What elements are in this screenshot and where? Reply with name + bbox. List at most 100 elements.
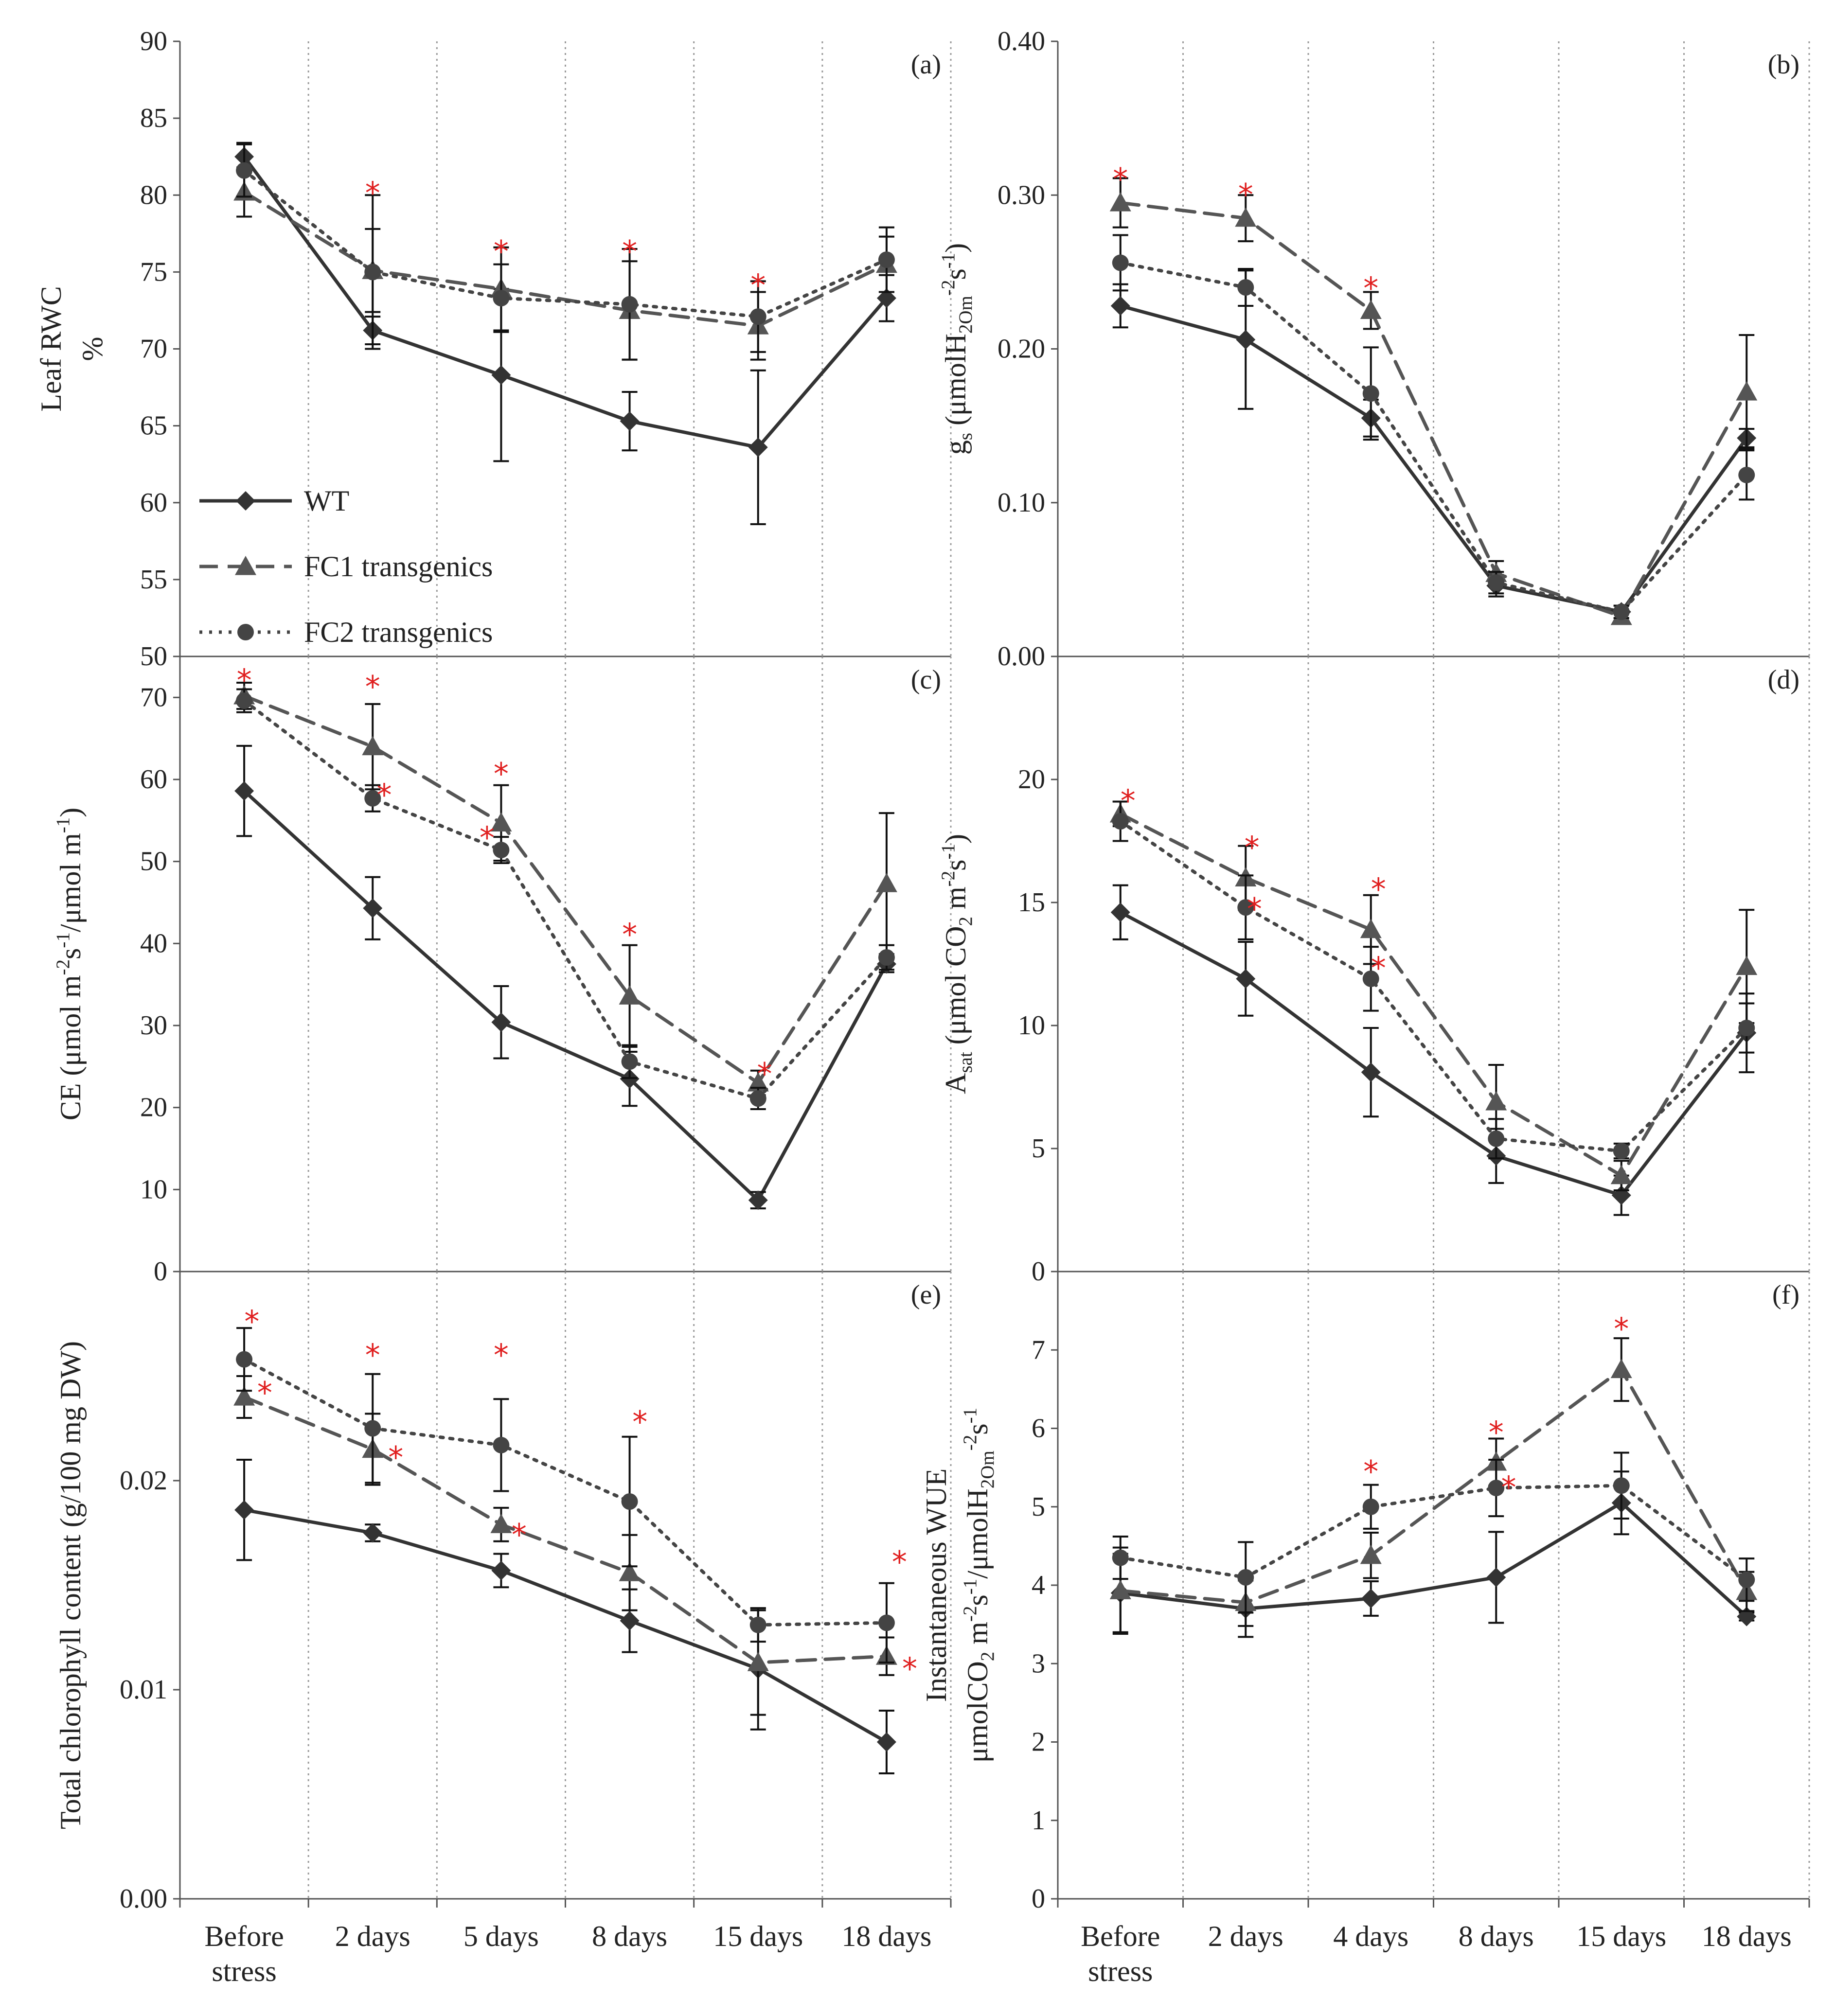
data-point bbox=[491, 1012, 511, 1032]
data-point bbox=[233, 1386, 255, 1406]
data-point bbox=[1236, 969, 1256, 989]
y-tick-label: 0.02 bbox=[120, 1466, 167, 1496]
data-point bbox=[1360, 919, 1382, 938]
data-point bbox=[490, 812, 512, 831]
significance-star: * bbox=[365, 1337, 380, 1373]
data-point bbox=[1110, 296, 1130, 316]
y-tick-label: 0.30 bbox=[998, 180, 1045, 210]
y-tick-label: 50 bbox=[140, 641, 167, 672]
panel-d: 0 5 10 15 20 (d) Asat (μmol CO2 m-2s-1) * * * * * bbox=[938, 656, 1810, 1287]
series-line bbox=[1119, 304, 1748, 614]
y-axis-label: % bbox=[76, 337, 108, 361]
significance-star: * bbox=[1501, 1469, 1516, 1505]
data-point bbox=[1109, 192, 1131, 212]
y-tick-label: 5 bbox=[1032, 1133, 1045, 1164]
series-line bbox=[242, 190, 889, 328]
series-line bbox=[1119, 1501, 1748, 1618]
data-point bbox=[876, 1732, 896, 1752]
series-line bbox=[1119, 910, 1748, 1198]
series-line bbox=[242, 694, 889, 1086]
y-tick-label: 1 bbox=[1032, 1805, 1045, 1836]
series-fc2 bbox=[236, 143, 895, 361]
series-line bbox=[1119, 819, 1748, 1153]
data-point bbox=[1362, 970, 1379, 987]
y-tick-label: 50 bbox=[140, 847, 167, 877]
significance-star: * bbox=[1363, 271, 1378, 306]
series-line bbox=[1119, 261, 1748, 614]
legend-label: FC2 transgenics bbox=[304, 616, 493, 648]
data-point bbox=[621, 1053, 638, 1070]
data-point bbox=[1360, 300, 1382, 319]
panel-a: 50 55 60 65 70 75 80 85 90 (a) Leaf RWC % * * * * WT FC1 … bbox=[35, 26, 952, 672]
panel-letter: (a) bbox=[911, 50, 941, 80]
series-line bbox=[242, 1358, 889, 1627]
data-point bbox=[1488, 1130, 1505, 1147]
data-point bbox=[748, 1190, 768, 1210]
data-point bbox=[1736, 381, 1758, 401]
data-point bbox=[236, 692, 253, 709]
data-point bbox=[1361, 1062, 1381, 1082]
y-tick-label: 70 bbox=[140, 682, 167, 712]
panel-letter: (f) bbox=[1772, 1280, 1799, 1310]
data-point bbox=[236, 1351, 253, 1368]
y-tick-label: 3 bbox=[1032, 1648, 1045, 1679]
data-point bbox=[1237, 279, 1254, 296]
y-tick-label: 70 bbox=[140, 334, 167, 364]
significance-star: * bbox=[512, 1517, 527, 1553]
y-tick-label: 60 bbox=[140, 488, 167, 518]
data-point bbox=[1610, 1165, 1632, 1185]
significance-star: * bbox=[1245, 830, 1260, 866]
panel-e: 0.00 0.01 0.02 (e) Total chlorophyll content… bbox=[54, 1272, 952, 1987]
data-point bbox=[490, 1514, 512, 1533]
significance-star: * bbox=[902, 1651, 917, 1686]
y-tick-label: 65 bbox=[140, 411, 167, 441]
legend-marker bbox=[236, 491, 255, 511]
legend-label: FC1 transgenics bbox=[304, 550, 493, 583]
series-fc2 bbox=[1112, 1451, 1755, 1614]
data-point bbox=[878, 251, 895, 268]
panel-letter: (e) bbox=[911, 1280, 941, 1310]
significance-star: * bbox=[1121, 783, 1136, 818]
x-tick-label: Before bbox=[204, 1920, 284, 1952]
data-point bbox=[1112, 1549, 1129, 1566]
significance-star: * bbox=[757, 1056, 772, 1092]
data-point bbox=[1736, 955, 1758, 975]
data-point bbox=[493, 842, 510, 859]
significance-star: * bbox=[480, 820, 495, 855]
significance-star: * bbox=[1238, 177, 1253, 212]
y-axis-label: μmolCO2 m-2s-1/μmolH2Om-2s-1 bbox=[960, 1408, 998, 1763]
y-tick-label: 6 bbox=[1032, 1414, 1045, 1444]
data-point bbox=[234, 1500, 254, 1520]
x-tick-label: 15 days bbox=[1576, 1920, 1666, 1952]
y-tick-label: 4 bbox=[1032, 1570, 1045, 1600]
data-point bbox=[1485, 1091, 1507, 1111]
series-fc2 bbox=[236, 688, 895, 1111]
y-tick-label: 10 bbox=[1018, 1010, 1045, 1041]
significance-star: * bbox=[1489, 1415, 1504, 1450]
data-point bbox=[1237, 1569, 1254, 1586]
data-point bbox=[878, 1614, 895, 1631]
data-point bbox=[1613, 1143, 1630, 1160]
x-tick-label: 18 days bbox=[841, 1920, 931, 1952]
y-tick-label: 0 bbox=[1032, 1256, 1045, 1287]
y-tick-label: 30 bbox=[140, 1010, 167, 1041]
data-point bbox=[491, 365, 511, 385]
x-tick-label: 2 days bbox=[1208, 1920, 1283, 1952]
significance-star: * bbox=[494, 756, 509, 792]
y-tick-label: 20 bbox=[140, 1093, 167, 1123]
significance-star: * bbox=[365, 176, 380, 211]
significance-star: * bbox=[632, 1404, 647, 1440]
data-point bbox=[747, 1652, 769, 1671]
series-line bbox=[1119, 1484, 1748, 1582]
y-tick-label: 40 bbox=[140, 928, 167, 958]
y-tick-label: 0.10 bbox=[998, 488, 1045, 518]
data-point bbox=[364, 1420, 381, 1437]
data-point bbox=[749, 1090, 766, 1107]
data-point bbox=[749, 308, 766, 325]
legend-marker bbox=[237, 624, 254, 640]
significance-star: * bbox=[1363, 1454, 1378, 1489]
significance-star: * bbox=[388, 1440, 403, 1475]
y-tick-label: 10 bbox=[140, 1174, 167, 1204]
y-tick-label: 55 bbox=[140, 565, 167, 595]
